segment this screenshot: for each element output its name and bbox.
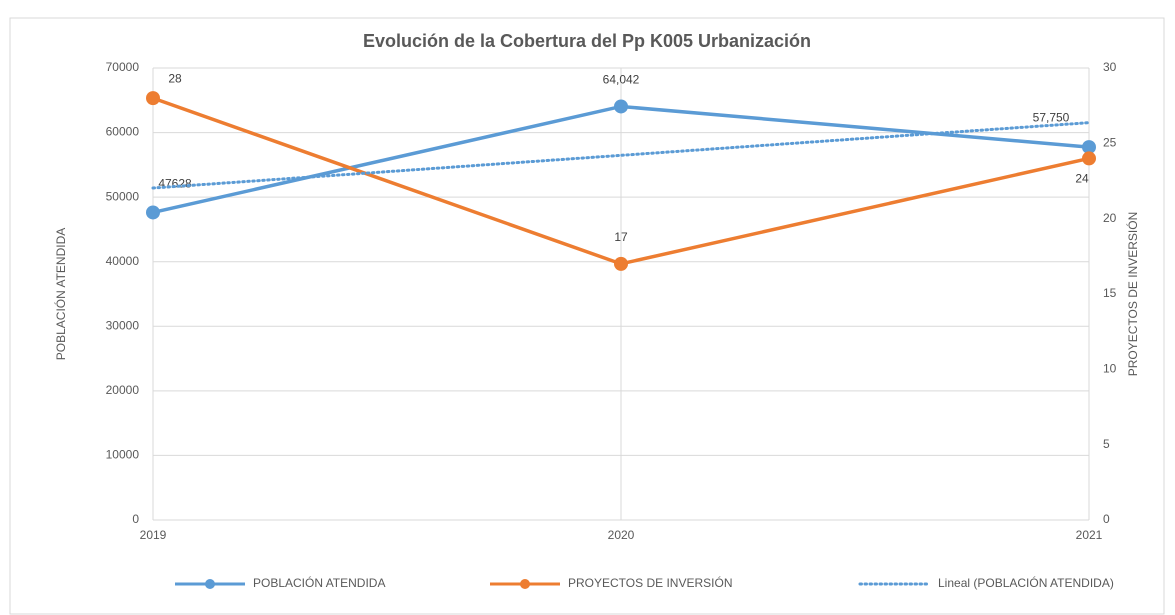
y2-tick-label: 15 <box>1103 286 1117 300</box>
data-label: 57,750 <box>1033 110 1070 124</box>
y-tick-label: 0 <box>132 512 139 526</box>
data-point <box>614 99 628 114</box>
y-tick-label: 50000 <box>106 189 140 203</box>
y-tick-label: 10000 <box>106 448 140 462</box>
y2-tick-label: 10 <box>1103 362 1117 376</box>
legend-marker <box>205 579 215 589</box>
y2-axis-label: PROYECTOS DE INVERSIÓN <box>1125 212 1140 376</box>
y2-tick-label: 0 <box>1103 512 1110 526</box>
legend-label: Lineal (POBLACIÓN ATENDIDA) <box>938 575 1114 590</box>
x-tick-label: 2021 <box>1076 528 1103 542</box>
y2-tick-label: 20 <box>1103 211 1117 225</box>
y-tick-label: 60000 <box>106 125 140 139</box>
y-tick-label: 40000 <box>106 254 140 268</box>
y-tick-label: 70000 <box>106 60 140 74</box>
data-label: 17 <box>614 230 628 244</box>
y2-tick-label: 5 <box>1103 437 1110 451</box>
legend-label: PROYECTOS DE INVERSIÓN <box>568 575 732 590</box>
y-tick-label: 20000 <box>106 383 140 397</box>
y2-tick-label: 25 <box>1103 136 1117 150</box>
trend-line <box>151 121 1091 190</box>
legend-label: POBLACIÓN ATENDIDA <box>253 575 385 590</box>
data-point <box>146 205 160 220</box>
data-label: 24 <box>1075 172 1089 186</box>
x-tick-label: 2020 <box>608 528 635 542</box>
chart-title: Evolución de la Cobertura del Pp K005 Ur… <box>363 31 811 51</box>
data-point <box>146 91 160 106</box>
data-point <box>614 256 628 271</box>
data-point <box>1082 151 1096 166</box>
data-label: 28 <box>168 71 182 85</box>
legend-marker <box>520 579 530 589</box>
x-tick-label: 2019 <box>140 528 167 542</box>
y-tick-label: 30000 <box>106 318 140 332</box>
data-point <box>1082 140 1096 155</box>
data-label: 64,042 <box>603 73 640 87</box>
y-axis-label: POBLACIÓN ATENDIDA <box>53 228 68 360</box>
y2-tick-label: 30 <box>1103 60 1117 74</box>
